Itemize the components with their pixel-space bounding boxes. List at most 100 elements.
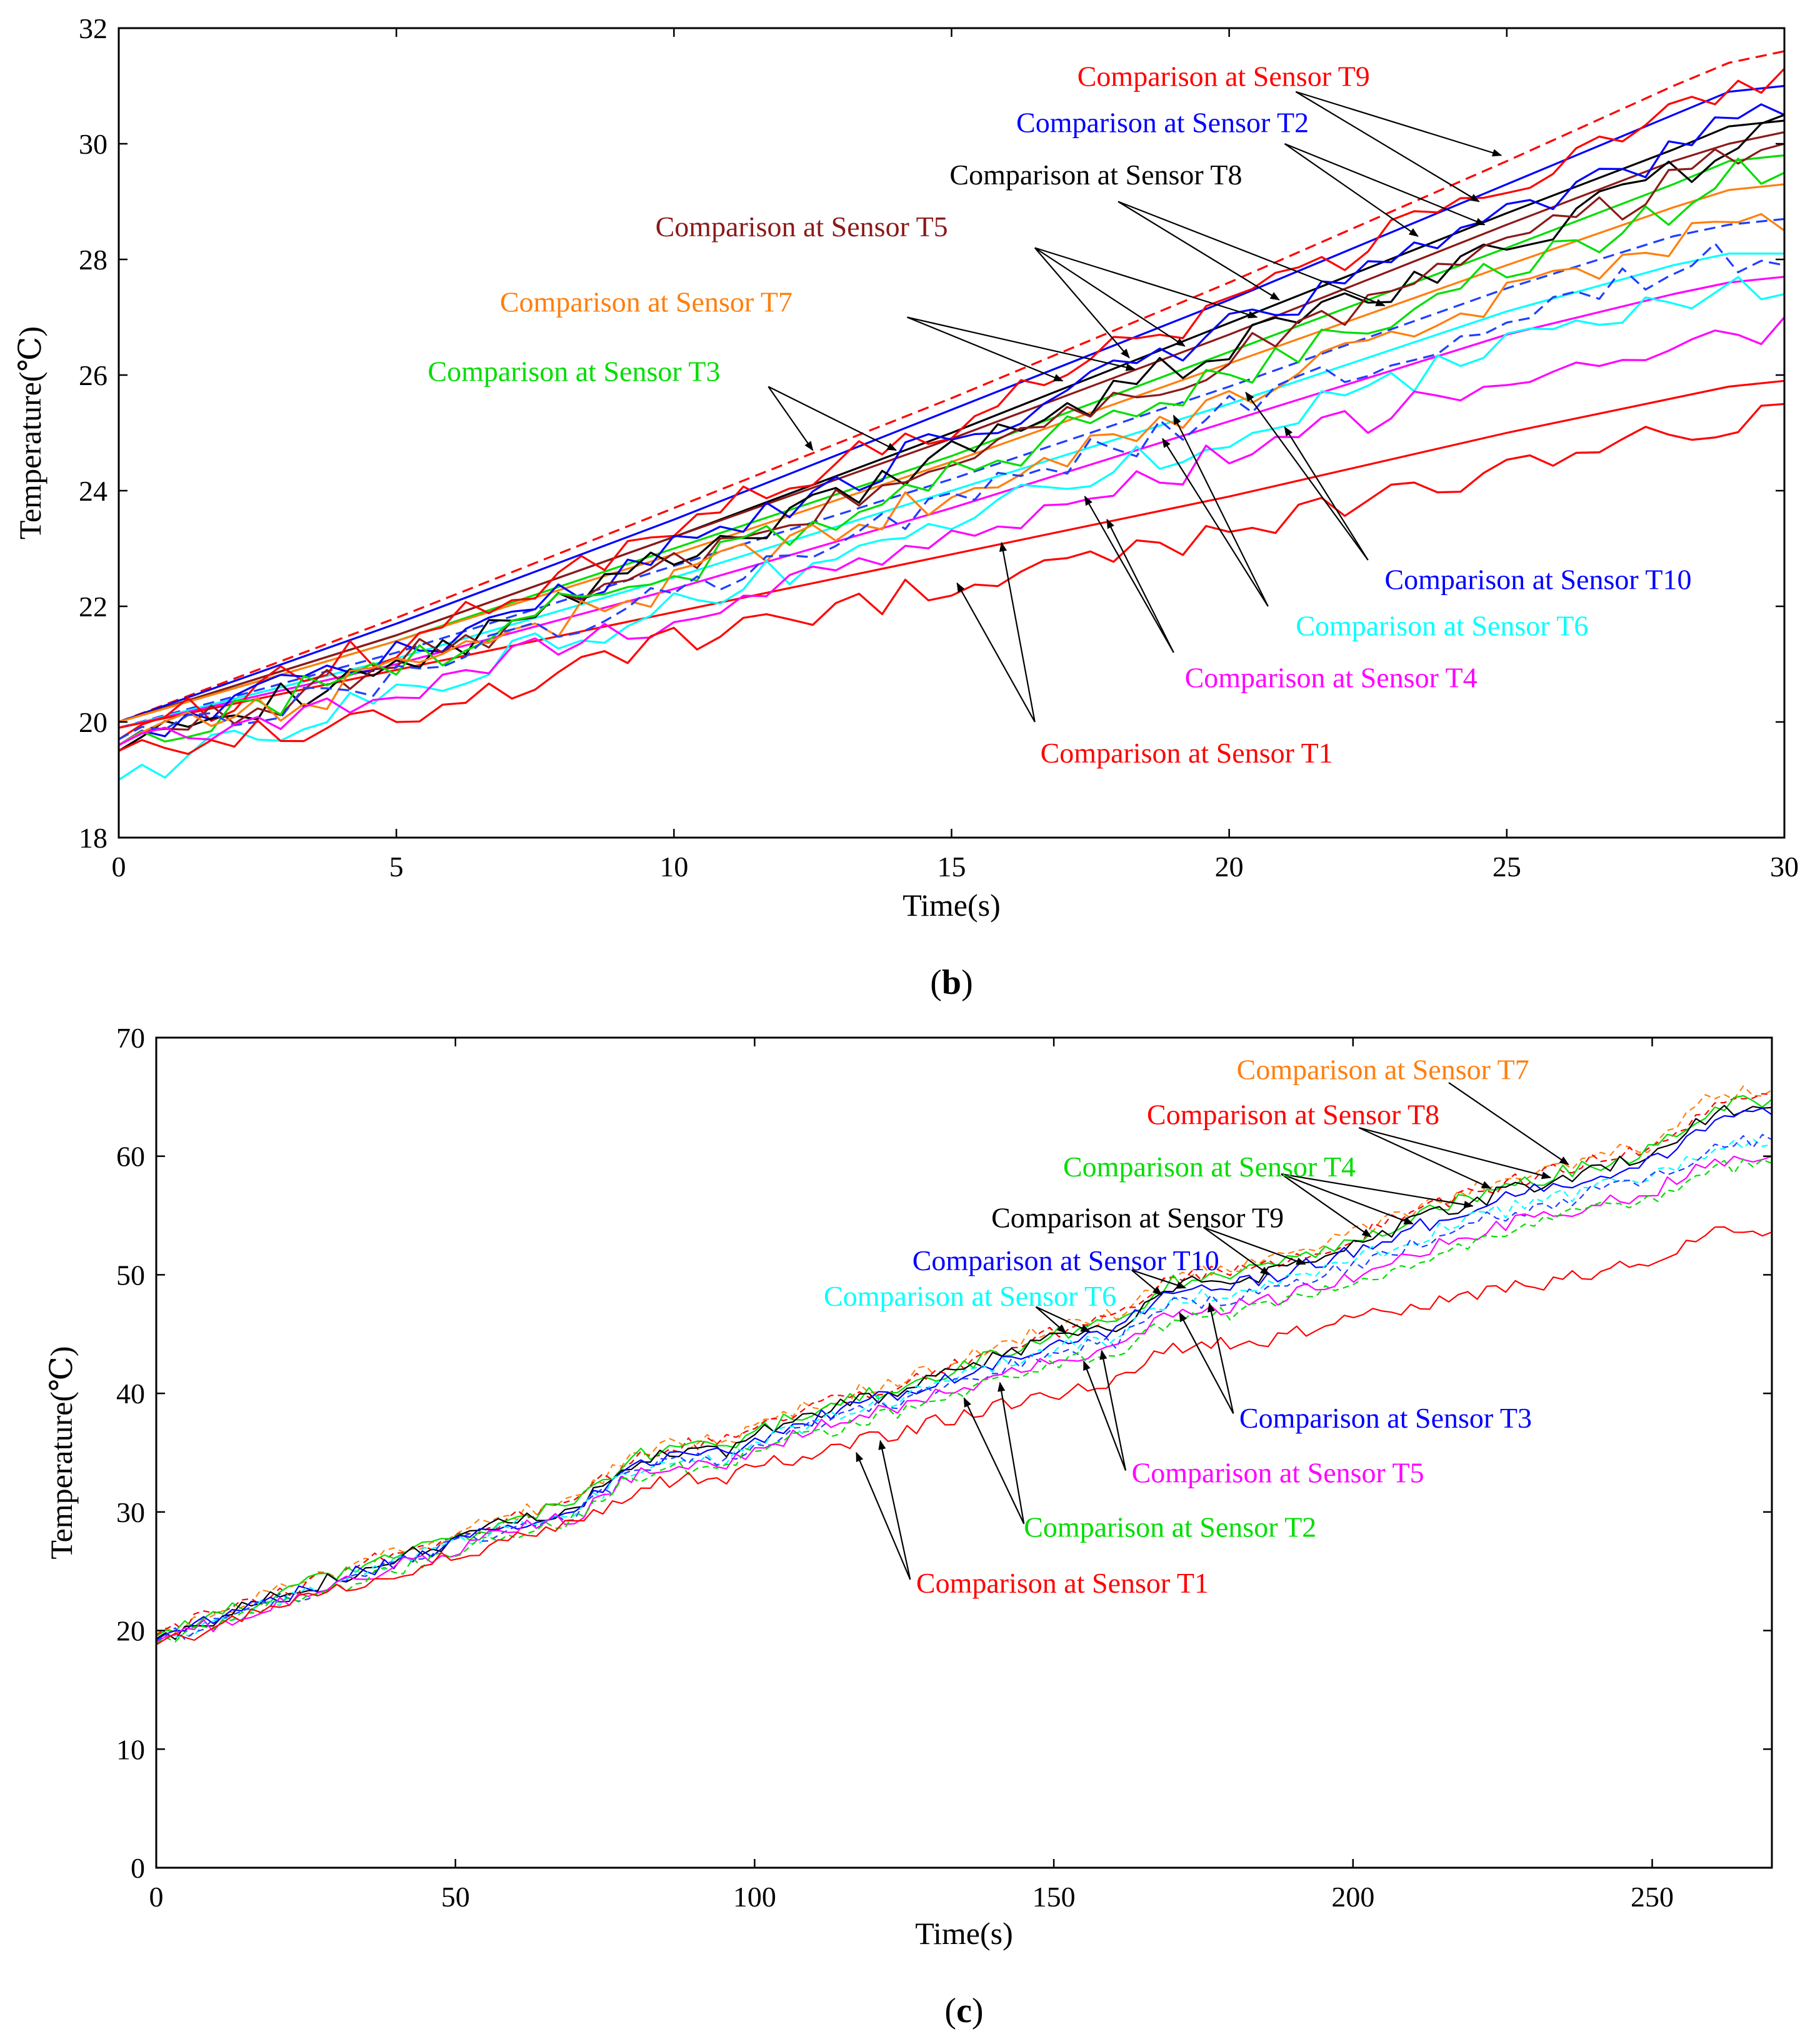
- panel-c-arrow-comparison-at-sensor-t6: [1035, 1306, 1091, 1333]
- panel-c-arrow-comparison-at-sensor-t5: [1082, 1360, 1127, 1471]
- panel-c-arrow-comparison-at-sensor-t4: [1281, 1173, 1414, 1225]
- panel-c-y-tick-label: 0: [131, 1852, 145, 1884]
- panel-b-annotation-comparison-at-sensor-t9: Comparison at Sensor T9: [1078, 61, 1370, 93]
- panel-b-series-t7-measured: [119, 213, 1784, 746]
- panel-b-arrow-comparison-at-sensor-t8: [1118, 201, 1386, 307]
- panel-b-y-tick-label: 22: [79, 591, 108, 623]
- panel-b-x-tick-label: 15: [938, 851, 966, 883]
- panel-b-series-t1-simulated: [119, 379, 1784, 729]
- panel-b-series-t9-simulated: [119, 50, 1784, 723]
- panel-c-series-t4: [156, 1095, 1772, 1638]
- panel-c-annotation-comparison-at-sensor-t4: Comparison at Sensor T4: [1063, 1151, 1356, 1183]
- panel-b-arrow-comparison-at-sensor-t8: [1118, 201, 1280, 301]
- panel-b-arrow-comparison-at-sensor-t4: [1106, 518, 1174, 653]
- panel-b-y-tick-label: 26: [79, 359, 108, 391]
- panel-c-y-tick-label: 20: [116, 1615, 145, 1647]
- panel-b-annotation-comparison-at-sensor-t6: Comparison at Sensor T6: [1296, 609, 1588, 641]
- panel-c-arrow-comparison-at-sensor-t3: [1179, 1311, 1234, 1414]
- panel-b-arrow-comparison-at-sensor-t1: [956, 582, 1036, 723]
- panel-c-annotation-comparison-at-sensor-t5: Comparison at Sensor T5: [1132, 1456, 1424, 1488]
- panel-c-y-axis-label: Temperature(℃): [44, 1346, 79, 1559]
- panel-c-annotation-comparison-at-sensor-t1: Comparison at Sensor T1: [916, 1567, 1209, 1599]
- panel-b-arrow-comparison-at-sensor-t4: [1084, 495, 1174, 653]
- panel-b-arrow-comparison-at-sensor-t10: [1245, 391, 1369, 561]
- panel-b-series-t6-simulated: [119, 253, 1784, 729]
- panel-b-y-tick-label: 30: [79, 128, 108, 160]
- panel-c-annotation-comparison-at-sensor-t3: Comparison at Sensor T3: [1239, 1402, 1532, 1434]
- panel-b-caption-letter: b: [942, 963, 961, 1002]
- panel-b-arrow-comparison-at-sensor-t2: [1284, 143, 1419, 237]
- panel-b-series-t3-simulated: [119, 154, 1784, 723]
- panel-c-ticks: 0 50 100 150 200 250 0 10 20 30 40 50 60 70: [116, 1022, 1772, 1913]
- panel-c-arrow-comparison-at-sensor-t5: [1099, 1350, 1127, 1471]
- panel-b-x-tick-label: 30: [1770, 851, 1799, 883]
- panel-b-arrows: [768, 91, 1502, 723]
- panel-b-annotations: Comparison at Sensor T9 Comparison at Sen…: [428, 61, 1691, 769]
- panel-c-series-t8: [156, 1093, 1772, 1636]
- panel-c-arrow-comparison-at-sensor-t4: [1281, 1173, 1372, 1238]
- panel-c-arrow-comparison-at-sensor-t1: [878, 1440, 911, 1580]
- panel-b-x-tick-label: 10: [659, 851, 688, 883]
- panel-c-x-tick-label: 200: [1331, 1881, 1374, 1913]
- panel-c-y-tick-label: 40: [116, 1378, 145, 1410]
- panel-b-y-tick-label: 18: [79, 822, 108, 854]
- panel-c-x-axis-label: Time(s): [915, 1916, 1013, 1951]
- panel-b-annotation-comparison-at-sensor-t2: Comparison at Sensor T2: [1016, 107, 1309, 139]
- panel-b-annotation-comparison-at-sensor-t10: Comparison at Sensor T10: [1384, 563, 1691, 595]
- panel-c-arrows: [856, 1082, 1569, 1580]
- panel-b-chart: 0 5 10 15 20 25 30 18 20 22 24 26 28 30 32 Comparison …: [12, 13, 1799, 1002]
- panel-c-arrow-comparison-at-sensor-t2: [998, 1381, 1025, 1525]
- panel-c-caption-open: (: [944, 1991, 956, 2030]
- panel-b-arrow-comparison-at-sensor-t7: [907, 316, 1064, 382]
- panel-b-arrow-comparison-at-sensor-t6: [1172, 414, 1269, 607]
- panel-b-series-t10-simulated: [119, 218, 1784, 729]
- panel-c-arrow-comparison-at-sensor-t9: [1203, 1226, 1306, 1265]
- panel-b-series-t5-simulated: [119, 131, 1784, 723]
- panel-b-series-t8-measured: [119, 114, 1784, 752]
- panel-b-caption-open: (: [930, 963, 942, 1002]
- panel-b-arrow-comparison-at-sensor-t5: [1034, 247, 1186, 347]
- panel-c-annotations: Comparison at Sensor T7 Comparison at Sen…: [824, 1053, 1532, 1598]
- panel-c-arrow-comparison-at-sensor-t2: [963, 1397, 1025, 1525]
- panel-c-x-tick-label: 0: [149, 1881, 164, 1913]
- panel-c-arrow-comparison-at-sensor-t10: [1131, 1269, 1187, 1289]
- panel-b-series-t4-measured: [119, 316, 1784, 746]
- panel-b-series-t3-measured: [119, 158, 1784, 746]
- panel-c-annotation-comparison-at-sensor-t9: Comparison at Sensor T9: [991, 1202, 1284, 1234]
- panel-c-series-t10: [156, 1107, 1772, 1641]
- panel-c-y-tick-label: 10: [116, 1733, 145, 1765]
- panel-b-annotation-comparison-at-sensor-t4: Comparison at Sensor T4: [1185, 662, 1478, 694]
- panel-c-x-tick-label: 150: [1032, 1881, 1076, 1913]
- panel-b-ticks: 0 5 10 15 20 25 30 18 20 22 24 26 28 30 32: [79, 13, 1799, 883]
- panel-b-arrow-comparison-at-sensor-t3: [768, 386, 814, 451]
- panel-c-caption-close: ): [972, 1991, 984, 2030]
- panel-b-arrow-comparison-at-sensor-t6: [1162, 438, 1269, 607]
- panel-c-arrow-comparison-at-sensor-t8: [1358, 1127, 1492, 1189]
- panel-c-x-tick-label: 100: [733, 1881, 776, 1913]
- panel-c-arrow-comparison-at-sensor-t6: [1035, 1306, 1067, 1334]
- panel-b-y-tick-label: 28: [79, 244, 108, 276]
- panel-c-caption: (c): [944, 1991, 983, 2030]
- panel-b-caption: (b): [930, 963, 972, 1002]
- panel-b-x-tick-label: 5: [389, 851, 404, 883]
- panel-c-plot-frame: [155, 1036, 1773, 1869]
- panel-b-series: [119, 50, 1784, 781]
- panel-c-caption-letter: c: [956, 1991, 972, 2030]
- panel-c-series-t6: [156, 1138, 1772, 1642]
- panel-c-annotation-comparison-at-sensor-t6: Comparison at Sensor T6: [824, 1280, 1116, 1312]
- panel-c-annotation-comparison-at-sensor-t7: Comparison at Sensor T7: [1237, 1053, 1529, 1085]
- panel-b-y-axis-label: Temperature(℃): [12, 326, 48, 539]
- panel-c-series-t5: [156, 1155, 1772, 1643]
- panel-b-arrow-comparison-at-sensor-t5: [1034, 247, 1258, 319]
- panel-b-caption-close: ): [961, 963, 973, 1002]
- panel-c-arrow-comparison-at-sensor-t9: [1202, 1226, 1271, 1276]
- panel-c-arrow-comparison-at-sensor-t1: [856, 1451, 911, 1580]
- panel-b-arrow-comparison-at-sensor-t9: [1295, 91, 1480, 203]
- panel-b-series-t9-measured: [119, 68, 1784, 741]
- panel-b-arrow-comparison-at-sensor-t1: [999, 541, 1036, 723]
- panel-c-y-tick-label: 70: [116, 1022, 145, 1054]
- panel-b-annotation-comparison-at-sensor-t1: Comparison at Sensor T1: [1041, 737, 1333, 769]
- panel-b-series-t1-measured: [119, 403, 1784, 755]
- panel-b-arrow-comparison-at-sensor-t3: [768, 386, 898, 451]
